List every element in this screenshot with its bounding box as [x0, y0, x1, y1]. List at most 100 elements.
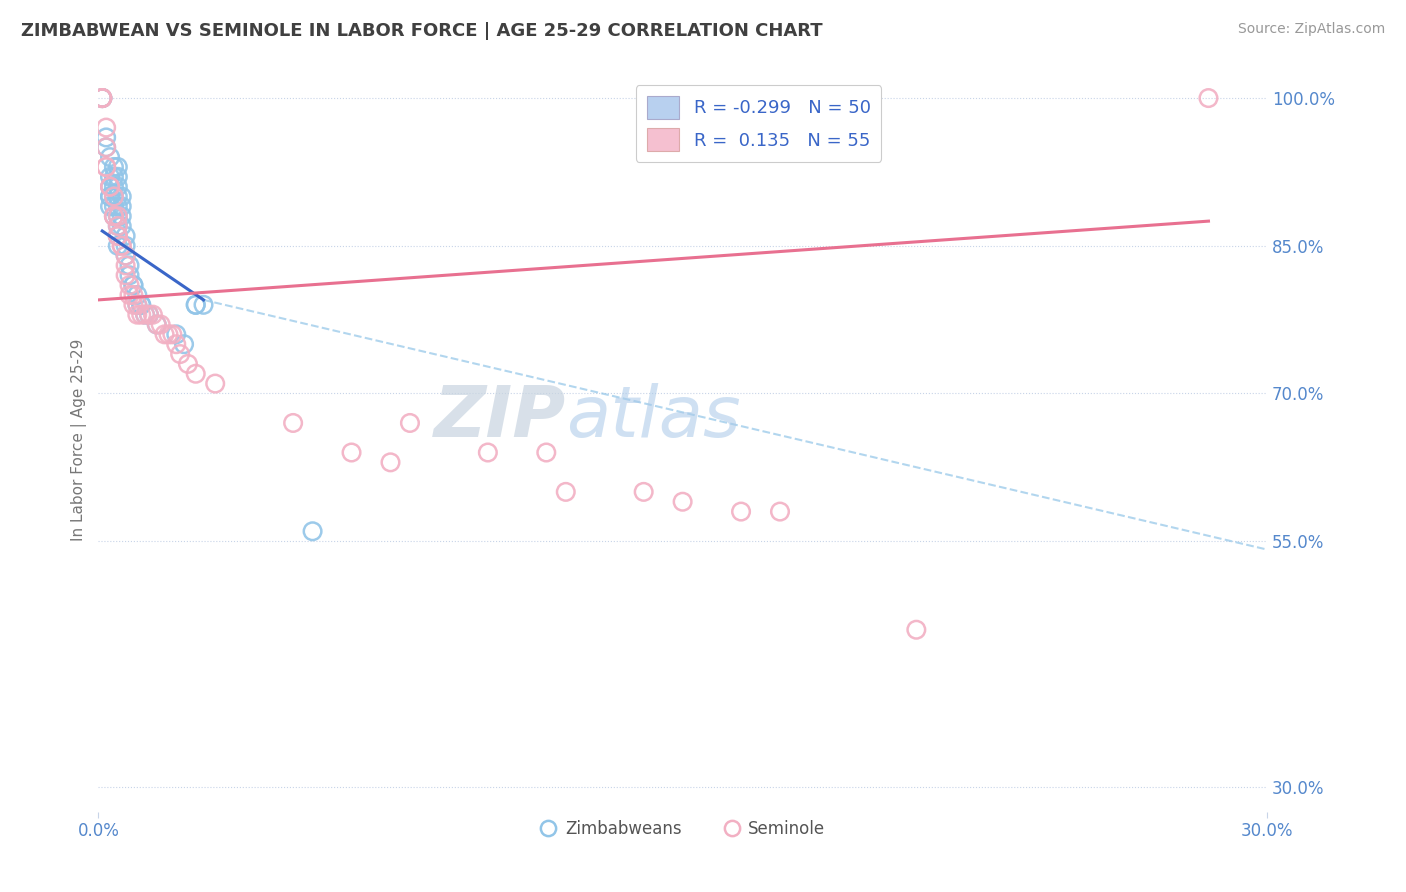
- Point: [111, 219, 134, 233]
- Point: [177, 357, 200, 371]
- Point: [107, 209, 129, 223]
- Point: [114, 249, 136, 263]
- Point: [107, 160, 129, 174]
- Point: [94, 140, 117, 154]
- Point: [380, 455, 402, 469]
- Point: [127, 298, 149, 312]
- Point: [94, 160, 117, 174]
- Point: [114, 249, 136, 263]
- Point: [94, 140, 117, 154]
- Point: [129, 298, 152, 312]
- Point: [107, 238, 129, 252]
- Point: [107, 219, 129, 233]
- Point: [111, 238, 134, 252]
- Point: [98, 150, 121, 164]
- Point: [134, 308, 156, 322]
- Point: [672, 494, 695, 508]
- Point: [127, 288, 149, 302]
- Point: [127, 298, 149, 312]
- Point: [114, 228, 136, 243]
- Point: [769, 505, 792, 519]
- Point: [340, 445, 363, 459]
- Point: [118, 268, 141, 283]
- Point: [122, 298, 145, 312]
- Point: [142, 308, 165, 322]
- Point: [301, 524, 323, 539]
- Point: [184, 367, 207, 381]
- Point: [114, 238, 136, 252]
- Point: [98, 169, 121, 184]
- Point: [554, 484, 576, 499]
- Text: ZIP: ZIP: [433, 384, 565, 452]
- Point: [127, 308, 149, 322]
- Point: [157, 327, 180, 342]
- Point: [91, 91, 114, 105]
- Point: [107, 179, 129, 194]
- Point: [536, 445, 558, 459]
- Point: [118, 288, 141, 302]
- Point: [111, 199, 134, 213]
- Point: [103, 189, 125, 203]
- Point: [98, 189, 121, 203]
- Point: [146, 318, 169, 332]
- Point: [138, 308, 160, 322]
- Point: [633, 484, 655, 499]
- Point: [153, 327, 176, 342]
- Point: [118, 278, 141, 293]
- Point: [107, 228, 129, 243]
- Point: [91, 91, 114, 105]
- Point: [111, 189, 134, 203]
- Point: [169, 347, 191, 361]
- Legend: Zimbabweans, Seminole: Zimbabweans, Seminole: [533, 814, 832, 845]
- Point: [91, 91, 114, 105]
- Point: [134, 308, 156, 322]
- Text: ZIMBABWEAN VS SEMINOLE IN LABOR FORCE | AGE 25-29 CORRELATION CHART: ZIMBABWEAN VS SEMINOLE IN LABOR FORCE | …: [21, 22, 823, 40]
- Point: [173, 337, 195, 351]
- Point: [1198, 91, 1220, 105]
- Point: [111, 238, 134, 252]
- Point: [165, 327, 187, 342]
- Point: [399, 416, 422, 430]
- Point: [107, 228, 129, 243]
- Point: [103, 209, 125, 223]
- Point: [122, 278, 145, 293]
- Point: [98, 179, 121, 194]
- Point: [111, 209, 134, 223]
- Point: [129, 298, 152, 312]
- Point: [94, 130, 117, 145]
- Point: [129, 308, 152, 322]
- Point: [114, 268, 136, 283]
- Point: [103, 209, 125, 223]
- Point: [162, 327, 184, 342]
- Point: [103, 169, 125, 184]
- Point: [103, 160, 125, 174]
- Point: [107, 199, 129, 213]
- Point: [122, 288, 145, 302]
- Point: [146, 318, 169, 332]
- Point: [94, 160, 117, 174]
- Text: atlas: atlas: [565, 384, 741, 452]
- Point: [103, 199, 125, 213]
- Point: [103, 209, 125, 223]
- Point: [281, 416, 304, 430]
- Point: [98, 179, 121, 194]
- Point: [905, 623, 928, 637]
- Point: [165, 337, 187, 351]
- Point: [184, 298, 207, 312]
- Point: [91, 91, 114, 105]
- Point: [149, 318, 172, 332]
- Point: [94, 120, 117, 135]
- Point: [184, 298, 207, 312]
- Point: [193, 298, 215, 312]
- Point: [103, 189, 125, 203]
- Point: [91, 91, 114, 105]
- Point: [204, 376, 226, 391]
- Point: [107, 189, 129, 203]
- Y-axis label: In Labor Force | Age 25-29: In Labor Force | Age 25-29: [72, 339, 87, 541]
- Point: [114, 259, 136, 273]
- Point: [103, 179, 125, 194]
- Point: [118, 259, 141, 273]
- Point: [91, 91, 114, 105]
- Point: [122, 278, 145, 293]
- Point: [98, 199, 121, 213]
